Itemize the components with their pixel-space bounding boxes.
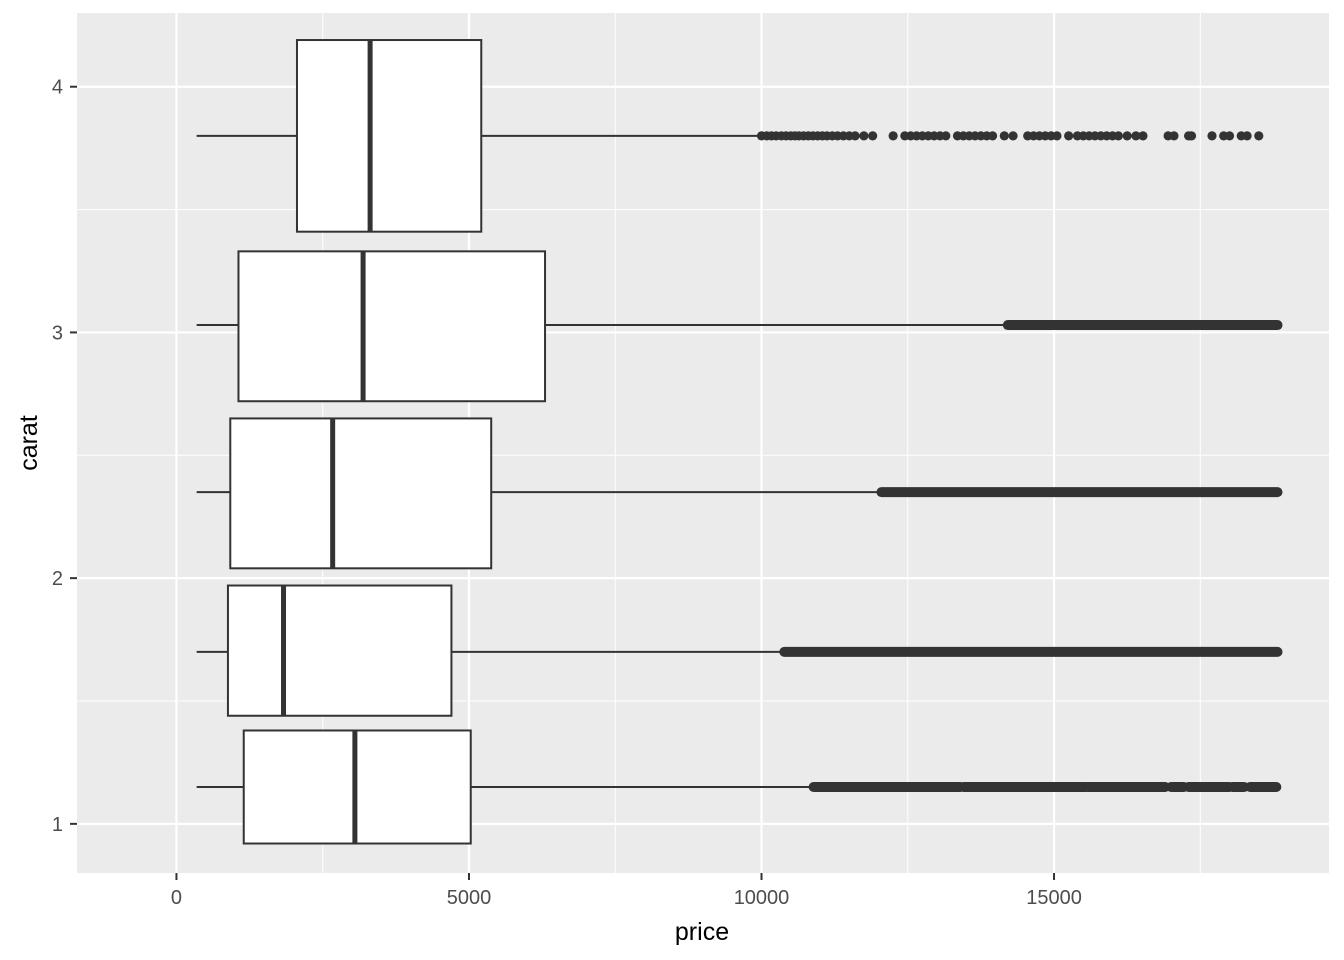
outlier-point xyxy=(1186,131,1197,141)
outlier-point xyxy=(1122,131,1132,141)
box-iqr xyxy=(226,584,453,717)
outlier-point xyxy=(987,131,998,141)
boxes xyxy=(196,39,1283,845)
box-group-3 xyxy=(196,417,1283,570)
x-axis: 0 5000 10000 15000 xyxy=(171,873,1082,909)
box-iqr xyxy=(229,417,493,570)
outlier-point xyxy=(1242,131,1252,141)
outlier-point xyxy=(1131,131,1141,141)
y-axis-title: carat xyxy=(15,415,43,471)
y-tick-label: 2 xyxy=(52,568,63,590)
outlier-point xyxy=(850,131,860,141)
outlier-point xyxy=(1113,131,1123,141)
box-group-1 xyxy=(196,729,1282,845)
y-axis: 1 2 3 4 xyxy=(52,77,77,836)
outlier-point xyxy=(1254,131,1264,141)
outlier-point xyxy=(1207,131,1217,141)
outlier-point xyxy=(999,131,1009,141)
outlier-point xyxy=(859,131,869,141)
x-tick-label: 15000 xyxy=(1026,887,1082,909)
outlier-point xyxy=(888,131,898,141)
y-tick-label: 1 xyxy=(52,814,63,836)
y-tick-label: 3 xyxy=(52,322,63,344)
x-tick-label: 10000 xyxy=(734,887,790,909)
outlier-point xyxy=(868,131,878,141)
outlier-point xyxy=(941,131,951,141)
box-group-5 xyxy=(196,39,1264,233)
box-iqr xyxy=(237,250,547,403)
outlier-point xyxy=(1052,131,1062,141)
outlier-point xyxy=(1008,131,1018,141)
x-axis-title: price xyxy=(675,918,729,946)
box-iqr xyxy=(295,39,483,233)
x-tick-label: 5000 xyxy=(447,887,492,909)
outlier-point xyxy=(1169,131,1179,141)
outlier-point xyxy=(1064,131,1074,141)
outlier-point xyxy=(1224,131,1235,141)
box-group-2 xyxy=(196,584,1283,717)
box-group-4 xyxy=(196,250,1283,403)
outlier-point xyxy=(1138,131,1148,141)
x-tick-label: 0 xyxy=(171,887,182,909)
y-tick-label: 4 xyxy=(52,77,63,99)
